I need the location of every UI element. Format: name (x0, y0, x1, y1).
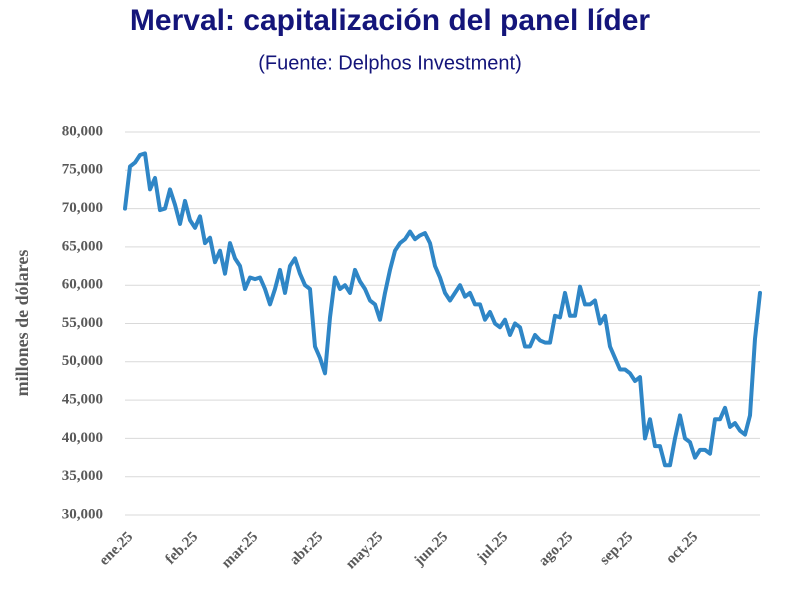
y-tick-label: 65,000 (62, 238, 103, 254)
y-tick-label: 80,000 (62, 123, 103, 139)
x-tick-label: feb.25 (163, 529, 202, 568)
y-tick-label: 30,000 (62, 506, 103, 522)
y-tick-label: 75,000 (62, 162, 103, 178)
chart-subtitle: (Fuente: Delphos Investment) (258, 52, 521, 74)
y-tick-label: 50,000 (62, 353, 103, 369)
x-tick-label: mar.25 (219, 529, 261, 571)
x-tick-label: jul.25 (474, 529, 512, 567)
x-tick-label: sep.25 (597, 529, 636, 568)
y-tick-label: 35,000 (62, 468, 103, 484)
y-axis-label: millones de dólares (12, 250, 32, 397)
y-tick-label: 45,000 (62, 392, 103, 408)
y-tick-label: 55,000 (62, 315, 103, 331)
chart-title: Merval: capitalización del panel líder (130, 4, 650, 37)
y-tick-label: 70,000 (62, 200, 103, 216)
data-line (123, 151, 762, 468)
x-tick-label: oct.25 (663, 529, 701, 567)
y-tick-label: 60,000 (62, 277, 103, 293)
x-tick-label: jun.25 (411, 529, 452, 570)
x-tick-label: ene.25 (96, 529, 136, 569)
y-tick-label: 40,000 (62, 430, 103, 446)
x-tick-label: ago.25 (536, 529, 576, 569)
x-tick-label: may.25 (343, 529, 386, 572)
x-tick-label: abr.25 (287, 529, 327, 569)
